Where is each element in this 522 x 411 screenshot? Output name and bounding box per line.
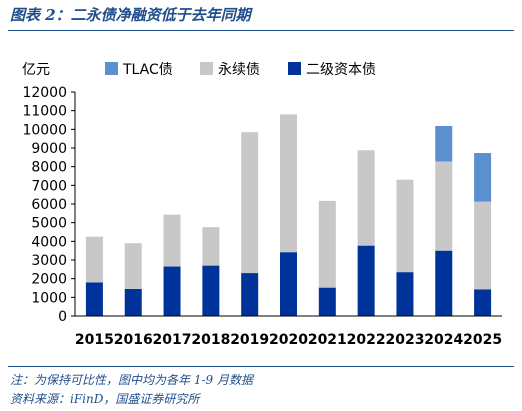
y-axis: 0 1000 2000 3000 4000 5000 6000 7000 8000 9000 100… [22, 85, 76, 325]
y-tick-label: 12000 [22, 85, 67, 101]
bar-segment-2025-series-0 [474, 289, 492, 316]
legend-swatch [200, 62, 213, 75]
footnote-rule [8, 366, 514, 367]
bar-segment-2017-series-1 [163, 214, 181, 267]
title-rule [8, 30, 514, 31]
footnote-source: 资料来源：iFinD，国盛证券研究所 [10, 392, 200, 406]
y-tick-label: 1000 [31, 290, 67, 306]
x-tick-label: 2024 [424, 332, 463, 348]
stacked-bar-chart: 亿元 TLAC债 永续债 二级资本债 0 1000 2000 3000 4000 5000 60… [22, 61, 502, 348]
bar-segment-2020-series-0 [280, 252, 297, 316]
y-tick-label: 8000 [31, 160, 67, 176]
legend-label: 永续债 [218, 61, 260, 78]
bar-segment-2020-series-1 [280, 114, 297, 253]
bar-segment-2016-series-0 [124, 288, 142, 316]
bar-segment-2019-series-1 [241, 132, 259, 274]
bar-segment-2025-series-2 [474, 153, 492, 202]
x-tick-label: 2021 [308, 332, 347, 348]
x-tick-label: 2023 [385, 332, 424, 348]
y-tick-label: 6000 [31, 197, 67, 213]
y-axis-unit-label: 亿元 [22, 62, 50, 78]
x-tick-label: 2019 [230, 332, 269, 348]
x-tick-label: 2022 [347, 332, 386, 348]
y-tick-label: 2000 [31, 272, 67, 288]
y-tick-label: 10000 [22, 122, 67, 138]
y-tick-label: 11000 [22, 104, 67, 120]
bar-segment-2016-series-1 [124, 243, 142, 289]
bar-segment-2022-series-0 [357, 245, 375, 316]
y-tick-label: 5000 [31, 216, 67, 232]
x-tick-label: 2016 [114, 332, 153, 348]
bar-segment-2024-series-2 [435, 125, 453, 162]
y-tick-label: 3000 [31, 253, 67, 269]
legend-swatch [288, 62, 301, 75]
legend-label: TLAC债 [122, 62, 173, 78]
bar-segment-2023-series-1 [396, 179, 414, 273]
y-tick-label: 9000 [31, 141, 67, 157]
bar-segment-2017-series-0 [163, 266, 181, 316]
legend-swatch [105, 62, 118, 75]
x-tick-label: 2015 [75, 332, 114, 348]
bar-segment-2019-series-0 [241, 273, 259, 316]
footnote-note: 注：为保持可比性，图中均为各年 1-9 月数据 [10, 373, 253, 387]
bar-segment-2018-series-0 [202, 265, 220, 316]
bar-segment-2015-series-0 [85, 282, 103, 316]
bar-segment-2021-series-0 [318, 287, 336, 316]
x-tick-label: 2025 [463, 332, 502, 348]
x-tick-label: 2020 [269, 332, 308, 348]
x-tick-label: 2018 [191, 332, 230, 348]
x-tick-label: 2017 [153, 332, 192, 348]
x-axis: 2015 2016 2017 2018 2019 2020 2021 2022 2023 2024… [75, 315, 502, 348]
bar-segment-2018-series-1 [202, 227, 220, 266]
bar-segment-2024-series-1 [435, 161, 453, 251]
y-tick-label: 4000 [31, 234, 67, 250]
legend: TLAC债 永续债 二级资本债 [105, 61, 376, 78]
bar-segment-2021-series-1 [318, 200, 336, 288]
figure-title: 图表 2：二永债净融资低于去年同期 [10, 6, 251, 24]
bar-segment-2015-series-1 [85, 236, 103, 283]
bar-segment-2022-series-1 [357, 150, 375, 246]
y-tick-label: 0 [58, 309, 67, 325]
y-tick-label: 7000 [31, 178, 67, 194]
bar-segment-2024-series-0 [435, 250, 453, 316]
bars [85, 114, 492, 316]
bar-segment-2025-series-1 [474, 201, 492, 290]
legend-label: 二级资本债 [306, 62, 376, 78]
bar-segment-2023-series-0 [396, 272, 414, 316]
